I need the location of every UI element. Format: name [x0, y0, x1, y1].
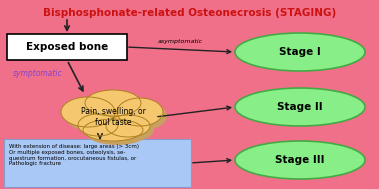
- Ellipse shape: [83, 119, 143, 141]
- Ellipse shape: [117, 98, 163, 126]
- Ellipse shape: [106, 115, 150, 137]
- Text: With extension of disease: large areas (> 3cm)
Or multiple exposed bones, osteol: With extension of disease: large areas (…: [9, 144, 139, 166]
- FancyBboxPatch shape: [4, 139, 191, 187]
- FancyBboxPatch shape: [7, 34, 127, 60]
- Text: Stage II: Stage II: [277, 102, 323, 112]
- Text: symptomatic: symptomatic: [13, 69, 63, 78]
- Ellipse shape: [89, 94, 145, 120]
- Ellipse shape: [65, 101, 119, 131]
- Text: Exposed bone: Exposed bone: [26, 42, 108, 52]
- Ellipse shape: [235, 141, 365, 179]
- Ellipse shape: [235, 33, 365, 71]
- Ellipse shape: [121, 102, 167, 130]
- Ellipse shape: [87, 123, 147, 145]
- Text: Stage I: Stage I: [279, 47, 321, 57]
- Ellipse shape: [82, 118, 122, 140]
- Ellipse shape: [78, 114, 118, 136]
- Text: Stage III: Stage III: [275, 155, 325, 165]
- Ellipse shape: [61, 97, 115, 127]
- Ellipse shape: [110, 119, 154, 141]
- Text: asymptomatic: asymptomatic: [158, 40, 203, 44]
- Text: Bisphosphonate-related Osteonecrosis (STAGING): Bisphosphonate-related Osteonecrosis (ST…: [43, 8, 336, 18]
- Ellipse shape: [85, 90, 141, 116]
- Text: Pain, swelling, or
foul taste: Pain, swelling, or foul taste: [81, 107, 146, 127]
- Ellipse shape: [235, 88, 365, 126]
